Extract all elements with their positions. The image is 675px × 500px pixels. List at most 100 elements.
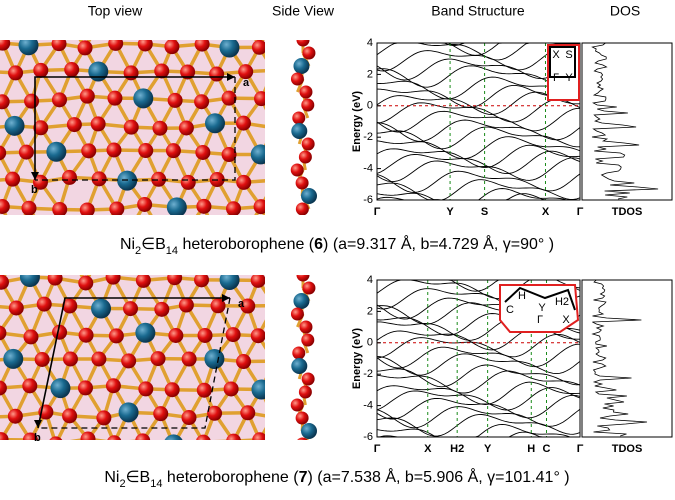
b-atom bbox=[152, 8, 167, 23]
b-atom bbox=[224, 381, 239, 396]
b-atom bbox=[106, 378, 121, 393]
bz-label: Y bbox=[538, 302, 546, 314]
bond bbox=[190, 442, 203, 466]
bond bbox=[276, 180, 292, 208]
kpoint-label: S bbox=[481, 206, 488, 218]
b-atom bbox=[296, 177, 309, 190]
bond bbox=[56, 444, 71, 469]
b-atom bbox=[302, 47, 315, 60]
bond bbox=[15, 466, 42, 472]
bond bbox=[14, 254, 29, 278]
b-atom bbox=[48, 436, 63, 451]
b-atom bbox=[8, 409, 23, 424]
b-atom bbox=[81, 432, 96, 447]
lattice-label: a bbox=[243, 77, 250, 89]
b-atom bbox=[267, 298, 282, 313]
b-atom bbox=[302, 373, 315, 386]
caption-part: 6 bbox=[314, 236, 323, 253]
b-atom bbox=[282, 36, 297, 51]
bond bbox=[274, 361, 292, 389]
bond bbox=[30, 440, 41, 472]
b-atom bbox=[291, 308, 304, 321]
b-atom bbox=[151, 172, 166, 187]
bond bbox=[218, 16, 246, 18]
b-atom bbox=[138, 36, 153, 51]
b-atom bbox=[251, 273, 266, 288]
b-atom bbox=[135, 433, 150, 448]
bz-label: C bbox=[506, 304, 514, 316]
bond bbox=[99, 231, 129, 234]
b-atom bbox=[182, 352, 197, 367]
b-atom bbox=[52, 202, 67, 217]
b-atom bbox=[91, 116, 106, 131]
bond bbox=[41, 444, 55, 472]
bond bbox=[160, 15, 188, 16]
bond bbox=[1, 440, 14, 466]
band-line bbox=[377, 371, 580, 393]
bz-label: X bbox=[562, 314, 570, 326]
kpoint-label: Γ bbox=[577, 443, 584, 455]
b-atom bbox=[196, 435, 211, 450]
b-atom bbox=[62, 245, 77, 260]
bond bbox=[188, 16, 202, 44]
band-line bbox=[377, 194, 580, 200]
b-atom bbox=[296, 203, 309, 216]
b-atom bbox=[168, 328, 183, 343]
ni-atom bbox=[135, 323, 155, 343]
bond bbox=[113, 251, 130, 277]
kpoint-label: C bbox=[543, 443, 551, 455]
band-line bbox=[377, 407, 580, 428]
band-line bbox=[377, 171, 580, 192]
b-atom bbox=[181, 175, 196, 190]
y-tick-label: -6 bbox=[363, 431, 373, 443]
ni-atom bbox=[50, 378, 70, 398]
bz-label: H2 bbox=[555, 296, 569, 308]
b-atom bbox=[302, 282, 315, 295]
b-atom bbox=[48, 271, 63, 286]
b-atom bbox=[236, 175, 251, 190]
lattice-label: a bbox=[238, 298, 245, 310]
band-line bbox=[377, 388, 580, 410]
bond bbox=[0, 440, 1, 468]
bond bbox=[275, 102, 287, 128]
b-atom bbox=[280, 94, 295, 109]
b-atom bbox=[240, 405, 255, 420]
b-atom bbox=[64, 461, 79, 476]
b-atom bbox=[153, 406, 168, 421]
b-atom bbox=[282, 148, 297, 163]
b-atom bbox=[80, 202, 95, 217]
b-atom bbox=[291, 164, 304, 177]
b-atom bbox=[154, 302, 169, 317]
bond bbox=[302, 444, 303, 457]
b-atom bbox=[239, 10, 254, 25]
b-atom bbox=[37, 297, 52, 312]
b-atom bbox=[236, 354, 251, 369]
ni-atom bbox=[34, 222, 54, 242]
b-atom bbox=[81, 143, 96, 158]
b-atom bbox=[7, 459, 22, 474]
bond bbox=[30, 254, 42, 277]
ni-atom bbox=[46, 142, 66, 162]
bond bbox=[0, 254, 14, 255]
kpoint-label: X bbox=[542, 206, 550, 218]
caption: Ni2∈B14 heteroborophene (7) (a=7.538 Å, … bbox=[104, 467, 569, 490]
b-atom bbox=[136, 273, 151, 288]
b-atom bbox=[252, 432, 267, 447]
header: Top view bbox=[88, 3, 143, 19]
caption-part: ) (a=7.538 Å, b=5.906 Å, γ=101.41° ) bbox=[307, 467, 569, 486]
ni-atom bbox=[251, 380, 271, 400]
b-atom bbox=[291, 73, 304, 86]
bz-label: Y bbox=[565, 72, 573, 84]
kpoint-label: Γ bbox=[374, 443, 381, 455]
y-tick-label: 4 bbox=[367, 274, 373, 286]
b-atom bbox=[179, 298, 194, 313]
b-atom bbox=[80, 89, 95, 104]
dos-label: TDOS bbox=[612, 206, 643, 218]
bond bbox=[262, 99, 288, 102]
b-atom bbox=[35, 246, 50, 261]
b-atom bbox=[96, 410, 111, 425]
ni-atom bbox=[20, 267, 40, 287]
b-atom bbox=[22, 378, 37, 393]
kpoint-label: Y bbox=[446, 206, 454, 218]
